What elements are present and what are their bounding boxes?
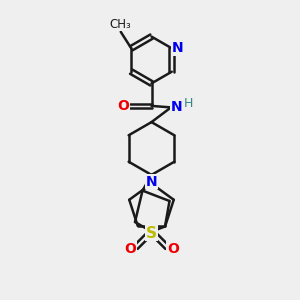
Text: CH₃: CH₃	[110, 18, 132, 31]
Text: N: N	[171, 100, 182, 114]
Text: N: N	[171, 41, 183, 55]
Text: S: S	[146, 226, 157, 241]
Text: N: N	[146, 175, 157, 188]
Text: H: H	[183, 97, 193, 110]
Text: O: O	[117, 99, 129, 113]
Text: O: O	[167, 242, 179, 256]
Text: O: O	[124, 242, 136, 256]
